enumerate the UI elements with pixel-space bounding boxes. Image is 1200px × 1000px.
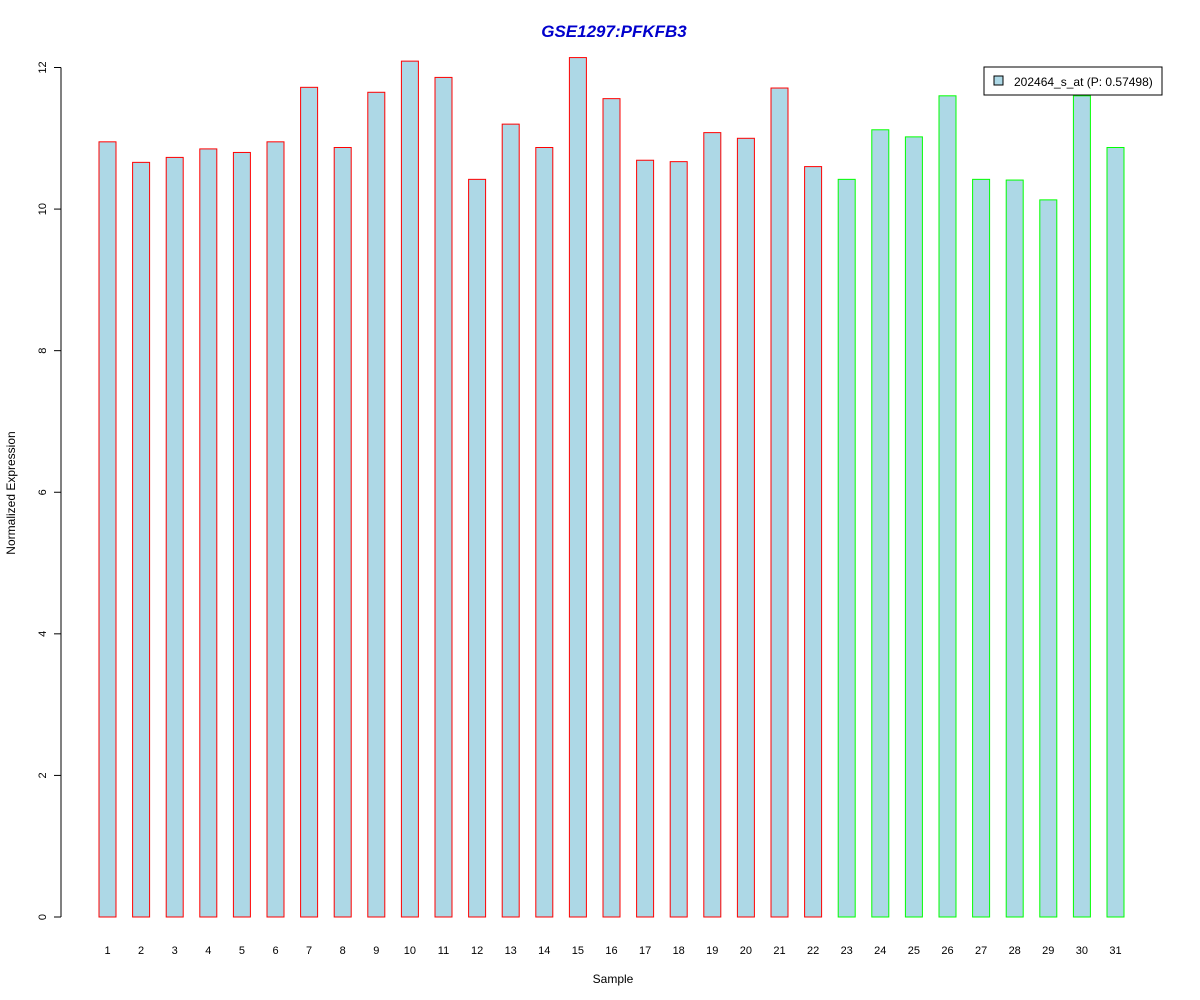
legend-label: 202464_s_at (P: 0.57498)	[1014, 75, 1153, 89]
x-tick-label: 7	[306, 945, 312, 957]
bar-sample-7	[301, 87, 318, 917]
legend: 202464_s_at (P: 0.57498)	[984, 67, 1162, 95]
legend-swatch	[994, 76, 1003, 85]
x-tick-label: 8	[340, 945, 346, 957]
y-axis-label: Normalized Expression	[4, 431, 18, 554]
bar-sample-22	[805, 167, 822, 917]
bar-sample-24	[872, 130, 889, 917]
y-tick-label: 8	[37, 348, 49, 354]
x-tick-label: 9	[373, 945, 379, 957]
bar-sample-5	[233, 152, 250, 917]
x-tick-label: 6	[272, 945, 278, 957]
bar-sample-13	[502, 124, 519, 917]
y-tick-label: 2	[37, 772, 49, 778]
x-tick-label: 26	[941, 945, 953, 957]
bar-sample-16	[603, 99, 620, 917]
x-tick-label: 3	[172, 945, 178, 957]
bar-sample-30	[1073, 96, 1090, 917]
x-axis-label: Sample	[593, 972, 634, 986]
bar-sample-18	[670, 162, 687, 917]
bar-sample-21	[771, 88, 788, 917]
x-tick-label: 4	[205, 945, 211, 957]
x-tick-label: 5	[239, 945, 245, 957]
bar-sample-9	[368, 92, 385, 917]
x-tick-label: 17	[639, 945, 651, 957]
bar-sample-23	[838, 179, 855, 917]
x-tick-label: 19	[706, 945, 718, 957]
x-tick-label: 28	[1009, 945, 1021, 957]
x-tick-label: 29	[1042, 945, 1054, 957]
y-tick-label: 10	[37, 203, 49, 215]
bar-sample-25	[905, 137, 922, 917]
bar-sample-10	[401, 61, 418, 917]
x-tick-label: 11	[438, 945, 449, 957]
x-tick-label: 21	[773, 945, 785, 957]
y-tick-label: 0	[37, 914, 49, 920]
x-tick-label: 15	[572, 945, 584, 957]
chart-title: GSE1297:PFKFB3	[541, 22, 687, 41]
x-tick-label: 13	[505, 945, 517, 957]
x-tick-label: 22	[807, 945, 819, 957]
bar-sample-3	[166, 157, 183, 917]
bar-sample-26	[939, 96, 956, 917]
x-tick-label: 10	[404, 945, 416, 957]
bar-sample-11	[435, 77, 452, 917]
x-tick-label: 30	[1076, 945, 1088, 957]
bar-sample-29	[1040, 200, 1057, 917]
x-tick-label: 12	[471, 945, 483, 957]
y-tick-label: 6	[37, 489, 49, 495]
x-tick-label: 27	[975, 945, 987, 957]
x-tick-label: 18	[673, 945, 685, 957]
bar-sample-12	[469, 179, 486, 917]
y-axis: 0 2 4 6 8 10 12	[37, 61, 61, 920]
y-tick-label: 4	[37, 631, 49, 637]
bar-sample-2	[133, 162, 150, 917]
bars	[99, 58, 1124, 917]
x-axis-tick-labels: 1 2 3 4 5 6 7 8 9 10 11 12 13 14 15 16 17 18 19 20 21 22 23 24 2…	[104, 945, 1121, 957]
x-tick-label: 23	[841, 945, 853, 957]
y-tick-label: 12	[37, 61, 49, 73]
bar-sample-31	[1107, 147, 1124, 917]
bar-sample-6	[267, 142, 284, 917]
x-tick-label: 14	[538, 945, 550, 957]
x-tick-label: 16	[605, 945, 617, 957]
x-tick-label: 31	[1109, 945, 1121, 957]
bar-sample-4	[200, 149, 217, 917]
bar-sample-27	[973, 179, 990, 917]
bar-sample-28	[1006, 180, 1023, 917]
bar-sample-20	[737, 138, 754, 917]
bar-sample-8	[334, 147, 351, 917]
bar-sample-19	[704, 133, 721, 917]
bar-sample-1	[99, 142, 116, 917]
bar-sample-15	[569, 58, 586, 917]
x-tick-label: 2	[138, 945, 144, 957]
x-tick-label: 25	[908, 945, 920, 957]
x-tick-label: 1	[104, 945, 110, 957]
bar-sample-14	[536, 147, 553, 917]
x-tick-label: 20	[740, 945, 752, 957]
bar-sample-17	[637, 160, 654, 917]
x-tick-label: 24	[874, 945, 886, 957]
